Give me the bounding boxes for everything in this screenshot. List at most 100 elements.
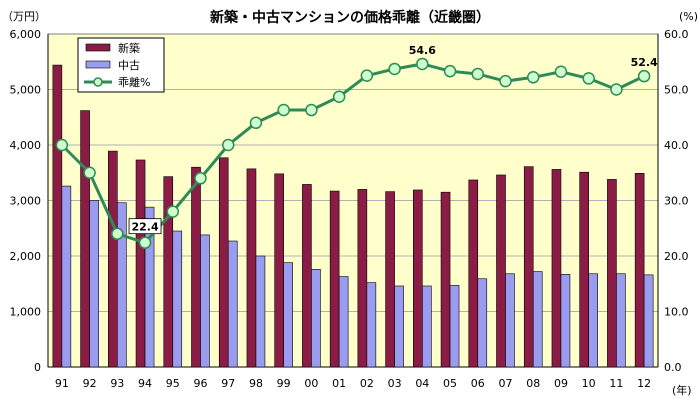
bar-中古 xyxy=(560,274,571,368)
x-tick-label: 03 xyxy=(388,377,402,390)
annotation-box xyxy=(128,218,162,235)
left-tick-label: 3,000 xyxy=(10,195,42,208)
bar-中古 xyxy=(89,200,99,368)
bar-新築 xyxy=(274,173,284,368)
point-乖離% xyxy=(111,227,124,241)
left-tick-label: 1,000 xyxy=(10,306,42,319)
bar-中古 xyxy=(338,276,349,368)
point-乖離% xyxy=(249,116,263,130)
left-tick-label: 2,000 xyxy=(10,250,42,263)
legend-marker-乖離% xyxy=(93,77,103,87)
bar-中古 xyxy=(643,274,654,368)
point-乖離% xyxy=(554,65,568,78)
bar-新築 xyxy=(246,168,257,368)
bar-新築 xyxy=(607,179,617,368)
x-tick-label: 98 xyxy=(249,377,263,390)
bar-新築 xyxy=(551,169,562,368)
bar-新築 xyxy=(634,173,645,368)
bar-中古 xyxy=(227,240,238,368)
x-tick-label: 04 xyxy=(415,377,429,390)
point-乖離% xyxy=(332,90,346,103)
bar-新築 xyxy=(496,174,506,368)
bar-新築 xyxy=(302,184,312,368)
right-axis-unit: (%) xyxy=(679,10,698,23)
x-tick-label: 94 xyxy=(138,377,152,390)
bar-新築 xyxy=(163,176,174,368)
bar-中古 xyxy=(117,202,127,368)
bar-新築 xyxy=(579,171,589,368)
bar-中古 xyxy=(394,285,404,368)
right-tick-label: 60.0 xyxy=(664,28,689,41)
x-tick-label: 97 xyxy=(221,377,235,390)
x-axis-unit: (年) xyxy=(672,383,692,397)
left-tick-label: 5,000 xyxy=(10,84,42,97)
x-tick-label: 06 xyxy=(471,377,485,390)
bar-中古 xyxy=(144,206,155,368)
bar-新築 xyxy=(523,166,534,368)
bar-中古 xyxy=(61,185,72,368)
bar-新築 xyxy=(191,166,201,368)
legend-label-乖離%: 乖離% xyxy=(118,75,150,89)
x-tick-label: 00 xyxy=(304,377,318,390)
right-tick-label: 10.0 xyxy=(664,306,689,319)
bar-中古 xyxy=(616,273,626,368)
bar-中古 xyxy=(532,271,543,368)
point-乖離% xyxy=(610,83,623,96)
legend-swatch-中古 xyxy=(85,60,111,69)
right-tick-label: 40.0 xyxy=(664,139,689,152)
point-乖離% xyxy=(582,72,595,85)
left-tick-label: 4,000 xyxy=(10,139,42,152)
right-tick-label: 50.0 xyxy=(664,84,689,97)
x-tick-label: 07 xyxy=(499,377,513,390)
bar-中古 xyxy=(200,234,210,368)
bar-中古 xyxy=(422,285,432,368)
x-tick-label: 09 xyxy=(554,377,568,390)
left-tick-label: 0 xyxy=(34,361,41,374)
bar-中古 xyxy=(449,285,460,368)
point-乖離% xyxy=(416,57,429,71)
right-tick-label: 0.0 xyxy=(664,361,682,374)
bar-新築 xyxy=(80,110,90,368)
bar-新築 xyxy=(329,190,340,368)
bar-中古 xyxy=(366,282,377,368)
bar-新築 xyxy=(218,157,229,368)
legend-label-中古: 中古 xyxy=(118,59,140,72)
bar-新築 xyxy=(413,189,423,368)
bar-中古 xyxy=(172,230,183,368)
point-乖離% xyxy=(138,236,152,249)
x-tick-label: 01 xyxy=(332,377,346,390)
x-tick-label: 95 xyxy=(166,377,180,390)
x-tick-label: 91 xyxy=(55,377,69,390)
x-tick-label: 92 xyxy=(83,377,97,390)
point-乖離% xyxy=(471,67,485,81)
x-tick-label: 11 xyxy=(609,377,623,390)
legend-swatch-新築 xyxy=(85,43,111,52)
point-乖離% xyxy=(305,103,318,117)
right-tick-label: 20.0 xyxy=(664,250,689,263)
left-tick-label: 6,000 xyxy=(10,28,42,41)
bar-中古 xyxy=(505,273,515,368)
point-乖離% xyxy=(388,62,401,76)
x-tick-label: 12 xyxy=(637,377,651,390)
bar-中古 xyxy=(477,278,488,368)
x-tick-label: 08 xyxy=(526,377,540,390)
point-乖離% xyxy=(55,138,69,152)
chart-title: 新築・中古マンションの価格乖離（近畿圏） xyxy=(210,9,490,26)
point-乖離% xyxy=(277,103,290,117)
x-tick-label: 05 xyxy=(443,377,457,390)
x-tick-label: 99 xyxy=(277,377,291,390)
x-tick-label: 10 xyxy=(582,377,596,390)
point-乖離% xyxy=(526,71,540,84)
point-乖離% xyxy=(221,138,235,152)
annotation-label: 52.4 xyxy=(631,56,658,69)
point-乖離% xyxy=(637,69,651,83)
bar-中古 xyxy=(311,269,321,368)
bar-新築 xyxy=(135,159,146,368)
plot-area: 0 0.0 1,000 10.0 2,000 20.0 3,000 30.0 4,000 40.0… xyxy=(10,28,689,390)
point-乖離% xyxy=(166,205,180,218)
bar-新築 xyxy=(108,150,118,368)
point-乖離% xyxy=(194,172,207,185)
point-乖離% xyxy=(499,74,512,88)
